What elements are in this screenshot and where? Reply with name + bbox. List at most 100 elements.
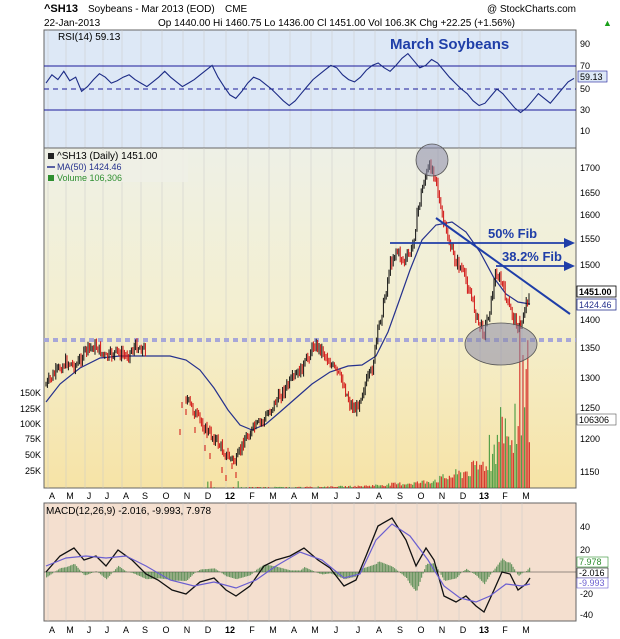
volume-bar	[324, 486, 326, 488]
macd-hist-bar	[454, 572, 456, 579]
macd-hist-bar	[514, 569, 516, 572]
macd-hist-bar	[427, 563, 429, 572]
macd-hist-bar	[122, 569, 124, 572]
macd-hist-bar	[428, 563, 430, 572]
macd-hist-bar	[47, 572, 49, 577]
volume-bar	[522, 355, 524, 488]
macd-hist-bar	[245, 572, 247, 577]
macd-hist-bar	[235, 572, 237, 579]
volume-bar	[279, 486, 281, 488]
month-label: A	[123, 491, 129, 501]
ma50-line	[45, 221, 531, 431]
macd-hist-bar	[76, 566, 78, 572]
macd-hist-bar	[400, 572, 402, 574]
volume-bar	[327, 486, 329, 488]
macd-hist-bar	[452, 572, 454, 580]
volume-bar	[482, 461, 484, 488]
volume-bar	[428, 482, 430, 488]
month-label: 12	[225, 625, 235, 635]
volume-bar	[448, 475, 450, 488]
month-label: D	[460, 625, 467, 635]
macd-hist-bar	[46, 572, 48, 578]
macd-hist-bar	[383, 563, 385, 572]
ma-tag-text: 1424.46	[579, 300, 612, 310]
macd-hist-bar	[112, 572, 114, 573]
macd-hist-bar	[512, 566, 514, 572]
macd-hist-bar	[457, 572, 459, 578]
copyright-label: @ StockCharts.com	[487, 4, 576, 15]
macd-hist-bar	[329, 572, 331, 574]
macd-hist-bar	[307, 568, 309, 572]
macd-hist-bar	[232, 572, 234, 578]
macd-hist-bar	[278, 567, 280, 572]
price-tick-label: 1150	[580, 467, 599, 477]
volume-bar	[376, 484, 378, 488]
price-tick-label: 1500	[580, 260, 600, 270]
volume-bar	[496, 434, 498, 488]
macd-hist-bar	[172, 572, 174, 581]
macd-hist-bar	[389, 565, 391, 572]
volume-bar	[365, 485, 367, 488]
volume-bar	[232, 487, 234, 488]
volume-bar	[420, 482, 422, 488]
macd-hist-bar	[482, 572, 484, 583]
volume-bar	[447, 479, 449, 488]
macd-hist-bar	[275, 566, 277, 572]
volume-bar	[368, 485, 370, 488]
month-label: J	[105, 625, 110, 635]
macd-hist-bar	[295, 570, 297, 572]
macd-hist-bar	[386, 564, 388, 572]
macd-hist-bar	[229, 572, 231, 578]
macd-hist-bar	[179, 572, 181, 581]
macd-hist-bar	[155, 572, 157, 579]
macd-hist-bar	[299, 570, 301, 572]
macd-hist-bar	[380, 562, 382, 572]
macd-hist-bar	[184, 572, 186, 581]
month-label: A	[376, 491, 382, 501]
volume-bar	[431, 482, 433, 488]
macd-hist-bar	[317, 572, 319, 574]
ma-legend: MA(50) 1424.46	[57, 162, 122, 172]
volume-bar	[514, 403, 516, 488]
macd-hist-bar	[416, 572, 418, 591]
volume-bar	[256, 487, 258, 488]
macd-hist-bar	[182, 572, 184, 581]
macd-hist-bar	[137, 572, 139, 576]
macd-hist-bar	[397, 570, 399, 572]
volume-bar	[455, 469, 457, 488]
macd-hist-bar	[377, 561, 379, 572]
macd-legend: MACD(12,26,9) -2.016, -9.993, 7.978	[46, 506, 212, 517]
month-label: M	[269, 625, 277, 635]
price-tick-label: 1200	[580, 434, 600, 444]
month-label: M	[522, 625, 530, 635]
macd-hist-bar	[319, 572, 321, 574]
volume-bar	[498, 441, 500, 488]
volume-bar	[338, 486, 340, 488]
macd-hist-bar	[65, 567, 67, 572]
macd-hist-bar	[320, 572, 322, 574]
macd-hist-bar	[443, 572, 445, 581]
support-ellipse	[464, 322, 538, 366]
macd-hist-bar	[215, 569, 217, 572]
macd-hist-bar	[86, 572, 88, 575]
volume-bar	[488, 434, 490, 488]
volume-bar	[479, 464, 481, 488]
macd-hist-bar	[241, 572, 243, 578]
macd-hist-bar	[310, 569, 312, 572]
macd-hist-bar	[373, 564, 375, 572]
close-tag-text: 1451.00	[579, 287, 612, 297]
macd-hist-bar	[481, 572, 483, 581]
macd-hist-bar	[100, 572, 102, 575]
macd-hist-bar	[379, 561, 381, 572]
macd-hist-bar	[496, 566, 498, 572]
macd-hist-bar	[487, 572, 489, 580]
month-label: N	[439, 491, 446, 501]
macd-hist-bar	[89, 572, 91, 574]
fib50-label: 50% Fib	[488, 226, 537, 241]
macd-hist-bar	[218, 571, 220, 572]
macd-hist-bar	[107, 572, 109, 578]
macd-hist-bar	[308, 569, 310, 572]
macd-hist-bar	[473, 572, 475, 574]
volume-bar	[432, 481, 434, 488]
volume-bar	[528, 442, 530, 488]
